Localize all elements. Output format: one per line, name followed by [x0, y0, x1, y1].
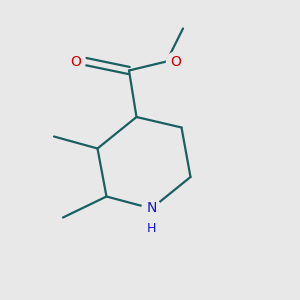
Circle shape	[66, 52, 85, 71]
Text: H: H	[147, 222, 156, 236]
Text: O: O	[70, 55, 81, 68]
Text: O: O	[171, 55, 182, 68]
Text: N: N	[146, 202, 157, 215]
Circle shape	[167, 52, 186, 71]
Circle shape	[142, 199, 161, 218]
